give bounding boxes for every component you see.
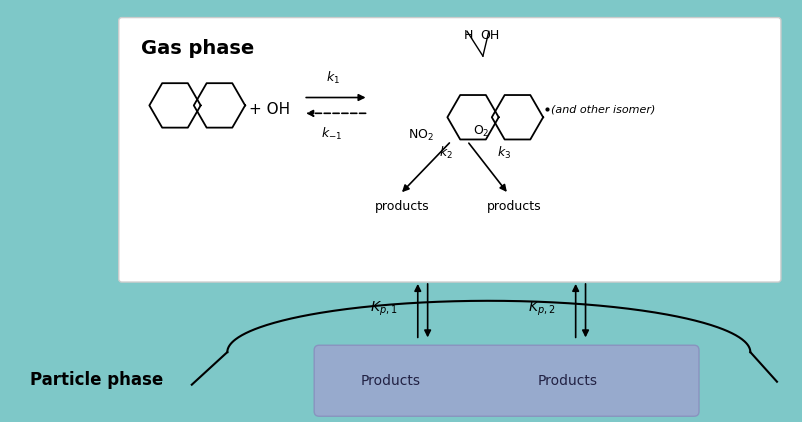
Text: $K_{p,2}$: $K_{p,2}$ (529, 300, 556, 318)
Text: products: products (487, 200, 541, 213)
Text: $k_3$: $k_3$ (496, 145, 511, 161)
Text: Gas phase: Gas phase (141, 39, 255, 58)
Text: OH: OH (480, 30, 499, 43)
Text: $k_2$: $k_2$ (439, 145, 453, 161)
FancyBboxPatch shape (119, 18, 781, 282)
Text: + OH: + OH (249, 102, 290, 117)
Text: $k_1$: $k_1$ (326, 70, 340, 86)
Text: H: H (464, 30, 473, 43)
Text: products: products (375, 200, 430, 213)
Text: Particle phase: Particle phase (30, 371, 163, 389)
FancyBboxPatch shape (314, 345, 699, 416)
Text: Products: Products (538, 374, 597, 388)
Text: (and other isomer): (and other isomer) (551, 104, 655, 114)
Text: $k_{-1}$: $k_{-1}$ (321, 126, 342, 142)
Text: $K_{p,1}$: $K_{p,1}$ (371, 300, 398, 318)
Text: O$_2$: O$_2$ (473, 124, 489, 139)
Text: NO$_2$: NO$_2$ (408, 128, 434, 143)
Text: Products: Products (360, 374, 420, 388)
